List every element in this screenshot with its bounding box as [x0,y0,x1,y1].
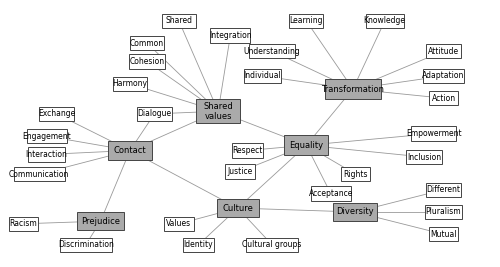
FancyBboxPatch shape [28,147,65,162]
Text: Justice: Justice [228,167,253,176]
Text: Individual: Individual [244,72,281,80]
Text: Contact: Contact [114,146,146,155]
Text: Interaction: Interaction [26,150,68,159]
FancyBboxPatch shape [108,141,152,160]
Text: Shared
values: Shared values [204,101,233,121]
FancyBboxPatch shape [225,164,256,179]
FancyBboxPatch shape [424,69,464,83]
Text: Different: Different [426,185,460,194]
FancyBboxPatch shape [130,36,164,50]
Text: Values: Values [166,219,192,228]
Text: Culture: Culture [222,203,253,213]
FancyBboxPatch shape [334,203,378,221]
FancyBboxPatch shape [244,69,281,83]
Text: Respect: Respect [232,146,262,155]
FancyBboxPatch shape [284,135,329,155]
Text: Shared: Shared [166,17,192,25]
FancyBboxPatch shape [128,54,166,69]
FancyBboxPatch shape [429,227,458,241]
FancyBboxPatch shape [164,217,194,231]
FancyBboxPatch shape [311,186,351,201]
FancyBboxPatch shape [324,79,381,99]
FancyBboxPatch shape [411,126,457,141]
Text: Prejudice: Prejudice [81,217,120,226]
FancyBboxPatch shape [426,183,460,197]
FancyBboxPatch shape [26,129,66,143]
Text: Equality: Equality [290,141,324,150]
Text: Attitude: Attitude [428,46,459,56]
Text: Engagement: Engagement [22,132,71,141]
Text: Adaptation: Adaptation [422,72,465,80]
FancyBboxPatch shape [406,150,442,164]
Text: Discrimination: Discrimination [58,240,114,249]
Text: Rights: Rights [343,170,367,179]
FancyBboxPatch shape [246,238,298,252]
Text: Transformation: Transformation [322,85,384,93]
Text: Mutual: Mutual [430,230,457,239]
FancyBboxPatch shape [340,167,370,181]
FancyBboxPatch shape [366,14,404,28]
Text: Learning: Learning [290,17,323,25]
FancyBboxPatch shape [289,14,324,28]
Text: Common: Common [130,39,164,48]
Text: Cohesion: Cohesion [130,57,164,66]
FancyBboxPatch shape [40,107,74,121]
Text: Understanding: Understanding [244,46,300,56]
Text: Empowerment: Empowerment [406,129,462,138]
FancyBboxPatch shape [138,107,172,121]
FancyBboxPatch shape [78,212,124,230]
FancyBboxPatch shape [429,91,458,105]
Text: Pluralism: Pluralism [426,207,462,217]
Text: Dialogue: Dialogue [138,109,172,118]
FancyBboxPatch shape [14,167,65,181]
Text: Racism: Racism [10,219,38,228]
FancyBboxPatch shape [210,28,250,42]
Text: Knowledge: Knowledge [364,17,406,25]
Text: Integration: Integration [209,31,252,40]
FancyBboxPatch shape [162,14,196,28]
FancyBboxPatch shape [232,143,264,158]
Text: Inclusion: Inclusion [407,152,441,162]
FancyBboxPatch shape [113,77,147,91]
Text: Harmony: Harmony [112,79,148,88]
Text: Communication: Communication [9,170,70,179]
FancyBboxPatch shape [182,238,214,252]
FancyBboxPatch shape [249,44,296,58]
Text: Cultural groups: Cultural groups [242,240,302,249]
FancyBboxPatch shape [196,100,240,123]
FancyBboxPatch shape [9,217,38,231]
FancyBboxPatch shape [217,199,258,217]
Text: Action: Action [432,94,456,103]
Text: Exchange: Exchange [38,109,75,118]
FancyBboxPatch shape [60,238,112,252]
Text: Identity: Identity [184,240,214,249]
Text: Diversity: Diversity [336,207,374,217]
FancyBboxPatch shape [426,44,460,58]
Text: Acceptance: Acceptance [308,189,353,198]
FancyBboxPatch shape [425,205,462,219]
